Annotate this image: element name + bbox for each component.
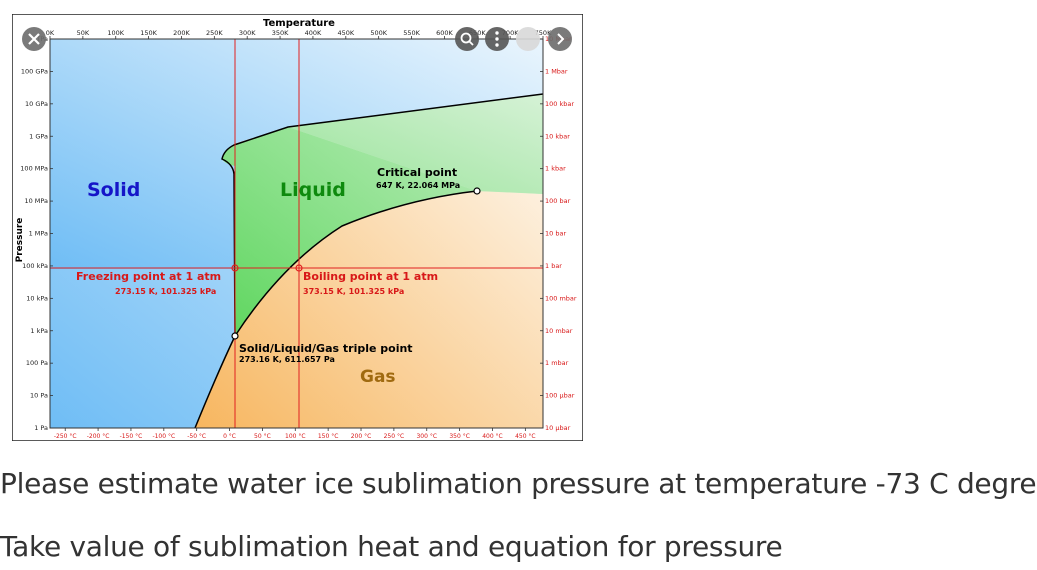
y-right-tick-label: 1 kbar [545,165,566,173]
x-bottom-tick-label: 50 °C [254,433,271,440]
gas-label: Gas [360,367,396,387]
x-bottom-tick-label: 200 °C [351,433,372,440]
more-icon [495,31,499,47]
y-left-tick-label: 100 GPa [21,67,48,75]
triple-point-marker [231,332,239,340]
critical-point-title: Critical point [377,166,457,179]
x-top-tick-label: 700K [502,29,519,37]
x-top-tick-label: 750K [535,29,552,37]
y-right-tick-label: 1 Mbar [545,67,568,75]
y-left-tick-label: 10 GPa [25,100,48,108]
y-right-tick-label: 10 μbar [545,424,571,432]
more-button[interactable] [485,27,509,51]
y-left-tick-label: 10 Pa [30,392,48,400]
chart-title: Temperature [263,18,335,29]
x-top-tick-label: 250K [206,29,223,37]
sublimation-curve [194,335,236,429]
x-bottom-tick-label: -50 °C [187,433,206,440]
y-axis-label: Pressure [15,218,25,263]
freezing-point-marker [231,264,239,272]
liquid-label: Liquid [280,179,346,201]
y-left-tick-label: 10 kPa [26,294,48,302]
y-left-tick-label: 100 Pa [26,359,48,367]
chevron-right-icon [557,33,565,45]
y-right-tick-label: 100 mbar [545,294,577,302]
x-top-tick-label: 150K [140,29,157,37]
y-right-tick-label: 1 mbar [545,359,569,367]
next-button[interactable] [548,27,572,51]
close-icon [28,33,40,45]
y-right-tick-label: 100 kbar [545,100,574,108]
x-bottom-tick-label: -200 °C [87,433,110,440]
y-right-tick-label: 10 mbar [545,327,573,335]
boiling-point-title: Boiling point at 1 atm [303,270,438,283]
x-bottom-tick-label: 300 °C [416,433,437,440]
y-left-tick-label: 10 MPa [24,197,48,205]
x-bottom-tick-label: -150 °C [120,433,143,440]
x-top-tick-label: 300K [239,29,256,37]
critical-point-detail: 647 K, 22.064 MPa [376,181,460,190]
melting-curve [221,93,544,337]
x-bottom-tick-label: 350 °C [449,433,470,440]
close-button[interactable] [22,27,46,51]
y-right-tick-label: 100 μbar [545,392,575,400]
solid-region-upper [50,39,543,269]
freezing-point-title: Freezing point at 1 atm [76,270,221,283]
x-top-tick-label: 400K [305,29,322,37]
x-bottom-tick-label: 400 °C [482,433,503,440]
y-left-tick-label: 100 MPa [20,165,48,173]
phase-diagram-figure: Temperature Pressure 0K 50K 100K 150K 200K 25… [11,13,584,442]
boiling-point-detail: 373.15 K, 101.325 kPa [303,287,404,296]
x-top-tick-label: 450K [337,29,354,37]
x-bottom-tick-label: 0 °C [223,433,236,440]
triple-point-detail: 273.16 K, 611.657 Pa [239,355,335,364]
vaporization-curve [234,190,478,337]
question-line-2: Take value of sublimation heat and equat… [0,530,783,563]
y-right-tick-label: 10 kbar [545,132,570,140]
y-right-tick-label: 10 bar [545,230,566,238]
x-top-tick-label: 550K [403,29,420,37]
x-top-tick-label: 600K [436,29,453,37]
x-top-tick-label: 100K [107,29,124,37]
x-bottom-tick-label: -250 °C [54,433,77,440]
blank-button[interactable] [516,27,540,51]
x-top-tick-label: 350K [272,29,289,37]
y-right-tick-label: 100 bar [545,197,571,205]
solid-label: Solid [87,179,140,201]
x-top-tick-label: 0K [46,29,55,37]
x-bottom-tick-label: 250 °C [384,433,405,440]
boiling-point-marker [295,264,303,272]
triple-point-title: Solid/Liquid/Gas triple point [239,342,413,355]
question-line-1: Please estimate water ice sublimation pr… [0,467,1037,500]
x-bottom-tick-label: 150 °C [318,433,339,440]
x-top-tick-label: 500K [370,29,387,37]
x-bottom-tick-label: -100 °C [152,433,175,440]
y-left-tick-label: 1 MPa [29,230,48,238]
x-bottom-tick-label: 450 °C [515,433,536,440]
y-left-tick-label: 100 kPa [22,262,48,270]
freezing-point-detail: 273.15 K, 101.325 kPa [115,287,216,296]
blank-icon [516,27,540,51]
x-top-tick-label: 200K [173,29,190,37]
y-left-tick-label: 1 kPa [30,327,48,335]
x-bottom-tick-label: 100 °C [285,433,306,440]
y-left-tick-label: 1 Pa [34,424,48,432]
x-top-tick-label: 50K [77,29,90,37]
zoom-icon [460,32,472,44]
y-left-tick-label: 1 GPa [29,132,48,140]
x-top-tick-label: 650K [469,29,486,37]
y-right-tick-label: 1 bar [545,262,562,270]
zoom-button[interactable] [455,27,479,51]
critical-point-marker [473,187,481,195]
